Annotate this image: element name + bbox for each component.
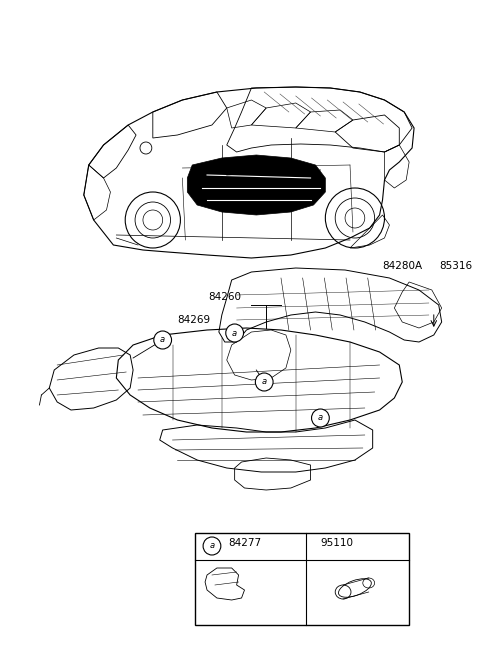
Text: 95110: 95110	[321, 538, 353, 548]
Text: 84269: 84269	[178, 315, 211, 325]
Circle shape	[203, 537, 221, 555]
Text: 84260: 84260	[208, 292, 241, 302]
Circle shape	[312, 409, 329, 427]
Text: a: a	[209, 541, 215, 550]
Text: 84280A: 84280A	[383, 261, 423, 271]
Circle shape	[226, 324, 243, 342]
Circle shape	[255, 373, 273, 391]
Text: a: a	[160, 335, 165, 344]
Text: 84277: 84277	[229, 538, 262, 548]
Text: a: a	[232, 329, 237, 337]
Text: a: a	[262, 377, 267, 386]
Circle shape	[154, 331, 171, 349]
Text: 85316: 85316	[440, 261, 473, 271]
Text: a: a	[318, 413, 323, 422]
Polygon shape	[187, 155, 325, 215]
